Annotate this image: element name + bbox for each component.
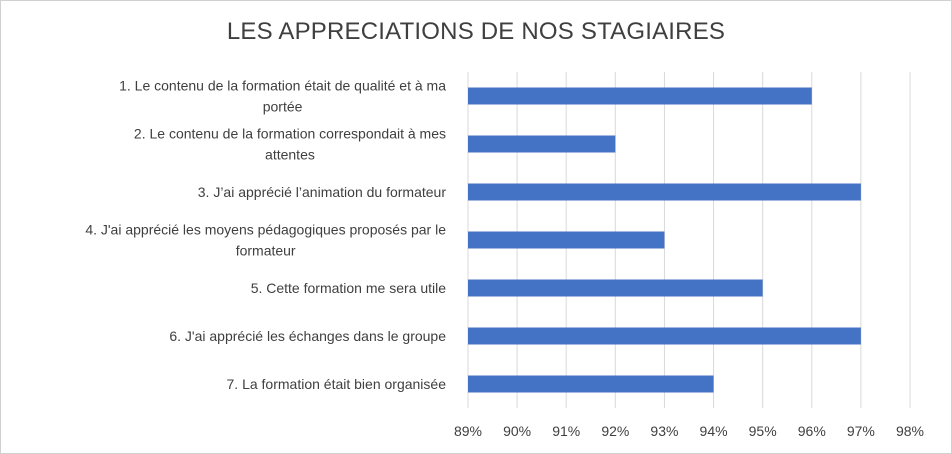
x-tick-label: 94%	[700, 423, 728, 439]
category-label: 3. J’ai apprécié l’animation du formateu…	[198, 184, 447, 200]
x-tick-label: 96%	[798, 423, 826, 439]
category-label: 4. J'ai apprécié les moyens pédagogiques…	[85, 222, 446, 259]
category-label: 5. Cette formation me sera utile	[251, 280, 447, 296]
x-tick-label: 98%	[896, 423, 924, 439]
bar	[468, 87, 812, 105]
bar	[468, 327, 861, 345]
bar	[468, 231, 665, 249]
bar	[468, 135, 616, 153]
category-label: 1. Le contenu de la formation était de q…	[119, 78, 446, 115]
bar	[468, 375, 714, 393]
x-tick-label: 95%	[749, 423, 777, 439]
x-tick-label: 92%	[601, 423, 629, 439]
x-tick-label: 93%	[650, 423, 678, 439]
bar	[468, 279, 763, 297]
x-tick-label: 97%	[847, 423, 875, 439]
category-label: 2. Le contenu de la formation correspond…	[134, 126, 446, 163]
category-label: 7. La formation était bien organisée	[227, 376, 447, 392]
x-tick-label: 91%	[552, 423, 580, 439]
bar	[468, 183, 861, 201]
x-tick-label: 89%	[454, 423, 482, 439]
category-label: 6. J'ai apprécié les échanges dans le gr…	[169, 328, 446, 344]
x-tick-label: 90%	[503, 423, 531, 439]
chart-title: LES APPRECIATIONS DE NOS STAGIAIRES	[226, 18, 726, 45]
